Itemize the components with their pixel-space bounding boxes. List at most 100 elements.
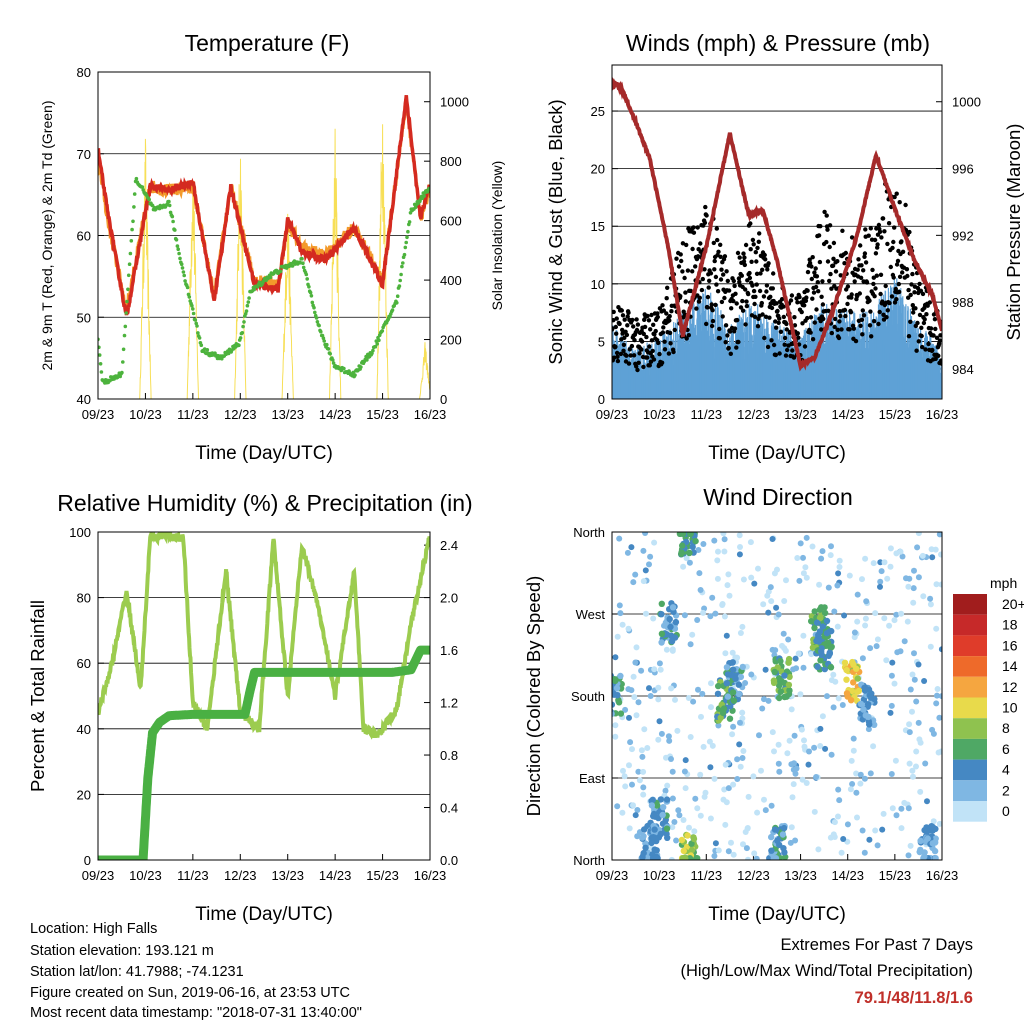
gust-point [906,295,911,300]
direction-point [879,826,886,833]
gust-point [748,221,753,226]
direction-point [630,673,637,680]
gust-point [767,315,772,320]
direction-point [891,617,898,624]
gust-point [858,243,863,248]
direction-point [687,532,694,537]
direction-point [877,583,883,590]
td2m-point [328,352,333,356]
td2m-point [147,197,151,202]
direction-point [715,847,722,854]
gust-point [933,326,938,332]
td2m-point [181,270,186,274]
gust-point [740,308,746,313]
pressure-line [612,77,942,372]
direction-point [811,608,818,615]
td2m-point [197,336,202,340]
x-tick-label: 09/23 [82,868,115,883]
x-tick-label: 13/23 [784,868,817,883]
direction-point [929,554,936,561]
direction-point [725,848,732,855]
legend-label: 10 [1002,700,1018,716]
y-axis-label: 2m & 9m T (Red, Orange) & 2m Td (Green) [39,101,55,371]
gust-point [886,221,892,226]
direction-point [616,602,623,609]
td2m-point [126,273,131,278]
gust-point [878,291,883,297]
direction-point [674,727,681,734]
gust-point [842,261,847,266]
direction-point [612,676,618,683]
gust-point [915,320,920,326]
direction-point [641,826,648,833]
direction-point [663,825,671,832]
direction-point [817,614,824,621]
panel-1: Temperature (F)Time (Day/UTC)40506070800… [39,30,505,464]
direction-point [668,638,676,645]
direction-point [715,548,721,555]
direction-point [678,549,685,556]
td2m-point [171,219,175,224]
direction-point [688,846,696,854]
gust-point [653,328,658,334]
direction-point [835,570,842,577]
gust-point [819,294,824,299]
y2-tick-label: 1.6 [440,643,458,658]
gust-point [781,304,786,309]
direction-point [936,714,942,721]
direction-point [776,694,783,702]
direction-point [666,615,673,623]
direction-point [737,630,744,636]
direction-point [780,824,788,832]
gust-point [751,242,756,247]
gust-point [614,316,619,321]
direction-point [762,666,769,673]
direction-point [684,832,691,839]
direction-point [663,754,669,761]
gust-point [690,269,695,274]
direction-point [792,837,799,844]
x-tick-label: 10/23 [129,407,162,422]
direction-point [605,677,611,683]
gust-point [714,226,719,231]
gust-point [894,262,900,267]
gust-point [735,317,740,323]
gust-point [637,351,642,356]
gust-point [617,321,622,327]
gust-point [710,308,715,313]
direction-point [714,557,721,564]
legend-swatch [953,697,987,719]
td2m-point [124,311,128,315]
gust-point [812,270,817,275]
x-axis-label: Time (Day/UTC) [195,904,333,925]
direction-point [732,675,739,682]
gust-point [799,309,804,315]
legend-swatch [953,614,987,636]
td2m-point [129,239,134,243]
direction-point [658,730,665,737]
y-tick-label: 20 [77,787,91,802]
extremes-subtitle: (High/Low/Max Wind/Total Precipitation) [680,962,973,980]
gust-point [810,296,815,301]
direction-point [800,570,807,577]
direction-point [707,815,714,822]
direction-point [737,673,745,681]
direction-point [694,855,701,860]
gust-point [876,321,881,327]
direction-point [681,768,688,775]
direction-point [828,543,834,550]
gust-point [722,295,727,301]
direction-point [916,848,923,856]
td2m-point [359,365,363,369]
gust-point [861,313,867,318]
gust-point [683,290,688,295]
td2m-point [301,261,305,266]
direction-point [867,770,874,777]
direction-point [629,746,635,753]
rain-line [98,645,430,860]
direction-point [709,594,716,601]
direction-point [791,760,797,767]
gust-point [899,239,904,244]
gust-point [707,278,712,283]
gust-point [624,332,630,338]
